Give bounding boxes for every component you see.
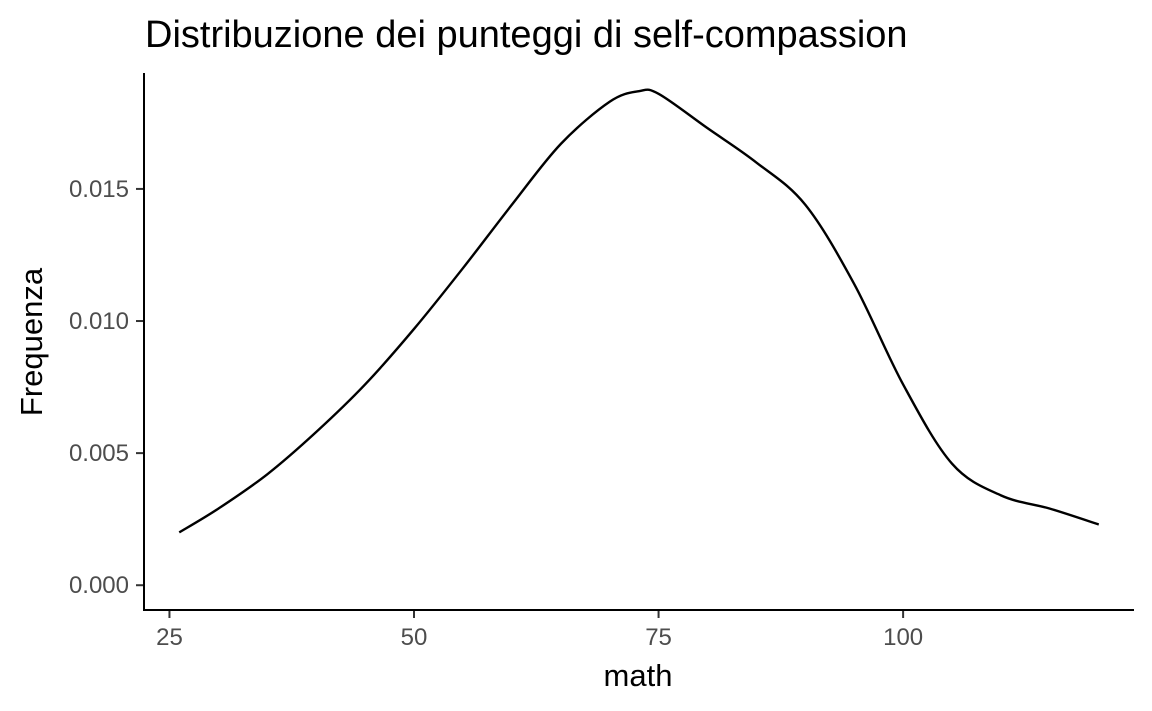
x-tick-label: 100 [883, 624, 923, 651]
x-axis-ticks: 25 50 75 100 [156, 610, 923, 651]
x-tick-label: 50 [401, 624, 428, 651]
x-tick-label: 75 [645, 624, 672, 651]
y-tick-label: 0.010 [69, 308, 129, 335]
y-axis-ticks: 0.000 0.005 0.010 0.015 [69, 176, 144, 599]
density-curve [178, 88, 1100, 534]
y-tick-label: 0.015 [69, 176, 129, 203]
y-tick-label: 0.005 [69, 440, 129, 467]
x-axis-title: math [604, 658, 673, 693]
chart-title: Distribuzione dei punteggi di self-compa… [145, 14, 908, 56]
x-tick-label: 25 [156, 624, 183, 651]
y-tick-label: 0.000 [69, 572, 129, 599]
y-axis-title: Frequenza [14, 267, 49, 416]
